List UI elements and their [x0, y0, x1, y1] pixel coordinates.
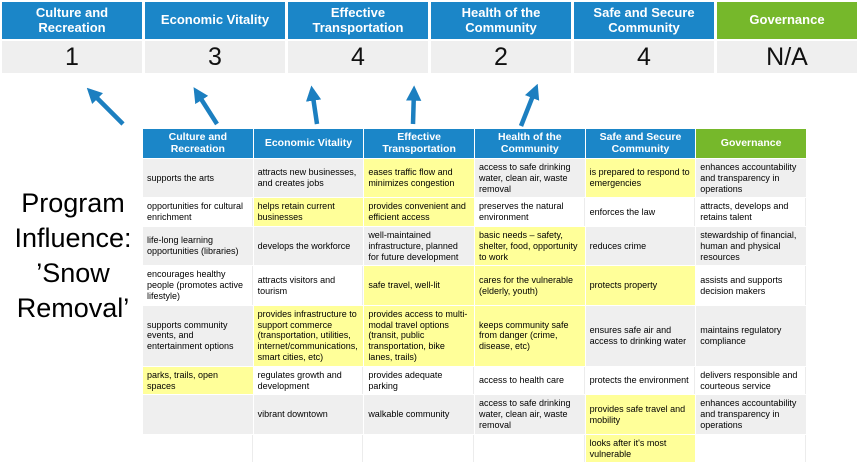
matrix-cell: ensures safe air and access to drinking …: [585, 305, 696, 366]
matrix-cell-highlighted: parks, trails, open spaces: [143, 366, 253, 395]
priority-header: Culture and Recreation: [2, 2, 142, 39]
matrix-cell: vibrant downtown: [253, 395, 364, 434]
matrix-row: encourages healthy people (promotes acti…: [143, 266, 806, 305]
priority-column: Effective Transportation 4: [288, 2, 428, 73]
matrix-cell: access to safe drinking water, clean air…: [474, 395, 585, 434]
priority-column: Health of the Community 2: [431, 2, 571, 73]
matrix-cell: [696, 434, 806, 463]
up-arrow-icon-5: [518, 83, 540, 127]
matrix-cell: maintains regulatory compliance: [696, 305, 806, 366]
matrix-cell: access to health care: [474, 366, 585, 395]
priority-header: Effective Transportation: [288, 2, 428, 39]
matrix-cell: assists and supports decision makers: [696, 266, 806, 305]
matrix-cell: attracts new businesses, and creates job…: [253, 159, 364, 198]
matrix-cell: attracts, develops and retains talent: [696, 198, 806, 227]
matrix-cell: reduces crime: [585, 227, 696, 266]
matrix-row: vibrant downtown walkable community access…: [143, 395, 806, 434]
matrix-row: opportunities for cultural enrichment hel…: [143, 198, 806, 227]
up-arrow-icon-1: [86, 87, 125, 126]
matrix-cell: provides adequate parking: [364, 366, 474, 395]
matrix-cell-highlighted: is prepared to respond to emergencies: [585, 159, 696, 198]
matrix-cell: enforces the law: [585, 198, 696, 227]
matrix-column-header: Culture and Recreation: [143, 129, 253, 159]
matrix-cell: stewardship of financial, human and phys…: [696, 227, 806, 266]
matrix-cell-highlighted: provides convenient and efficient access: [364, 198, 474, 227]
matrix-column-header: Safe and Secure Community: [585, 129, 696, 159]
matrix-cell-highlighted: helps retain current businesses: [253, 198, 364, 227]
matrix-cell: access to safe drinking water, clean air…: [474, 159, 585, 198]
matrix-cell-highlighted: keeps community safe from danger (crime,…: [474, 305, 585, 366]
program-influence-label: Program Influence: ’Snow Removal’: [0, 186, 146, 326]
matrix-row: supports the arts attracts new businesses…: [143, 159, 806, 198]
priority-score: N/A: [717, 41, 857, 73]
matrix-cell: encourages healthy people (promotes acti…: [143, 266, 253, 305]
priority-header: Safe and Secure Community: [574, 2, 714, 39]
matrix-cell: enhances accountability and transparency…: [696, 395, 806, 434]
matrix-cell: protects the environment: [585, 366, 696, 395]
up-arrow-icon-4: [406, 85, 422, 125]
matrix-cell-highlighted: provides infrastructure to support comme…: [253, 305, 364, 366]
matrix-column-header: Governance: [696, 129, 806, 159]
matrix-cell: preserves the natural environment: [474, 198, 585, 227]
matrix-column-header: Health of the Community: [474, 129, 585, 159]
matrix-cell: [143, 434, 253, 463]
priority-score: 1: [2, 41, 142, 73]
priority-header: Governance: [717, 2, 857, 39]
matrix-cell-highlighted: protects property: [585, 266, 696, 305]
priority-header: Health of the Community: [431, 2, 571, 39]
matrix-row: looks after it's most vulnerable: [143, 434, 806, 463]
influence-matrix: Culture and Recreation Economic Vitality E…: [142, 128, 807, 463]
program-label-line: Program: [21, 188, 125, 218]
matrix-cell: walkable community: [364, 395, 474, 434]
matrix-cell: [253, 434, 364, 463]
program-label-line: Influence:: [14, 223, 132, 254]
priority-header: Economic Vitality: [145, 2, 285, 39]
matrix-cell: opportunities for cultural enrichment: [143, 198, 253, 227]
program-label-line: Removal’: [16, 293, 130, 324]
up-arrow-icon-2: [193, 87, 219, 126]
matrix-cell-highlighted: basic needs – safety, shelter, food, opp…: [474, 227, 585, 266]
matrix-cell-highlighted: cares for the vulnerable (elderly, youth…: [474, 266, 585, 305]
matrix-cell: regulates growth and development: [253, 366, 364, 395]
matrix-cell: delivers responsible and courteous servi…: [696, 366, 806, 395]
priority-column: Culture and Recreation 1: [2, 2, 142, 73]
matrix-cell: develops the workforce: [253, 227, 364, 266]
priority-column: Governance N/A: [717, 2, 857, 73]
matrix-column-header: Effective Transportation: [364, 129, 474, 159]
matrix-cell-highlighted: eases traffic flow and minimizes congest…: [364, 159, 474, 198]
priority-column: Economic Vitality 3: [145, 2, 285, 73]
arrows-layer: [86, 83, 540, 127]
matrix-header-row: Culture and Recreation Economic Vitality E…: [143, 129, 806, 159]
matrix-cell: [364, 434, 474, 463]
matrix-cell-highlighted: provides access to multi-modal travel op…: [364, 305, 474, 366]
up-arrow-icon-3: [305, 85, 322, 125]
matrix-cell-highlighted: provides safe travel and mobility: [585, 395, 696, 434]
matrix-row: supports community events, and entertain…: [143, 305, 806, 366]
matrix-cell: supports the arts: [143, 159, 253, 198]
matrix-cell: [143, 395, 253, 434]
matrix-cell: attracts visitors and tourism: [253, 266, 364, 305]
matrix-cell-highlighted: looks after it's most vulnerable: [585, 434, 696, 463]
matrix-cell: enhances accountability and transparency…: [696, 159, 806, 198]
matrix-column-header: Economic Vitality: [253, 129, 364, 159]
priority-score: 3: [145, 41, 285, 73]
program-label-line: ’Snow: [36, 258, 110, 289]
matrix-row: parks, trails, open spaces regulates grow…: [143, 366, 806, 395]
matrix-cell: [474, 434, 585, 463]
matrix-cell: supports community events, and entertain…: [143, 305, 253, 366]
priority-score: 4: [574, 41, 714, 73]
matrix-cell: life-long learning opportunities (librar…: [143, 227, 253, 266]
priority-score: 4: [288, 41, 428, 73]
matrix-cell: well-maintained infrastructure, planned …: [364, 227, 474, 266]
matrix-row: life-long learning opportunities (librar…: [143, 227, 806, 266]
priority-column: Safe and Secure Community 4: [574, 2, 714, 73]
matrix-cell-highlighted: safe travel, well-lit: [364, 266, 474, 305]
priority-banner: Culture and Recreation 1 Economic Vitality…: [2, 2, 857, 73]
priority-score: 2: [431, 41, 571, 73]
